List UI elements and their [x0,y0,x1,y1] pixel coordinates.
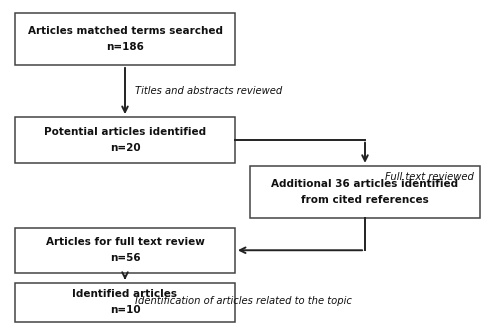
Text: n=10: n=10 [110,306,140,315]
Text: Identified articles: Identified articles [72,289,178,299]
Text: n=56: n=56 [110,254,140,263]
Text: Titles and abstracts reviewed: Titles and abstracts reviewed [135,86,282,96]
Text: Potential articles identified: Potential articles identified [44,127,206,136]
Text: from cited references: from cited references [301,195,429,205]
FancyBboxPatch shape [15,13,235,65]
Text: Full text reviewed: Full text reviewed [385,172,474,182]
Text: Additional 36 articles identified: Additional 36 articles identified [272,179,458,188]
FancyBboxPatch shape [250,166,480,218]
Text: Articles matched terms searched: Articles matched terms searched [28,26,222,36]
Text: Identification of articles related to the topic: Identification of articles related to th… [135,296,352,306]
FancyBboxPatch shape [15,227,235,273]
FancyBboxPatch shape [15,117,235,162]
FancyBboxPatch shape [15,283,235,322]
Text: Articles for full text review: Articles for full text review [46,237,204,247]
Text: n=186: n=186 [106,42,144,52]
Text: n=20: n=20 [110,143,140,153]
